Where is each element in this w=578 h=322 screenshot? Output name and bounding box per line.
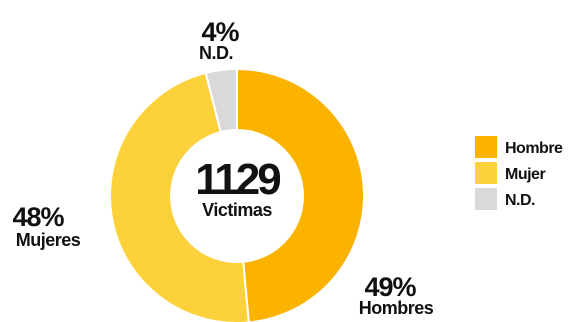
slice-label-n-d: N.D.	[199, 43, 233, 63]
legend-label-hombre: Hombre	[505, 140, 563, 157]
center-total-value: 1129	[195, 155, 280, 204]
legend-swatch-mujer	[475, 162, 497, 184]
donut-hole	[170, 129, 304, 263]
legend-swatch-hombre	[475, 136, 497, 158]
slice-percent-n-d: 4%	[201, 17, 239, 47]
legend-swatch-n-d	[475, 188, 497, 210]
slice-percent-hombre: 49%	[364, 272, 416, 302]
center-total-label: Victimas	[202, 200, 272, 220]
slice-label-mujer: Mujeres	[16, 230, 81, 250]
slice-percent-mujer: 48%	[12, 202, 64, 232]
legend-label-mujer: Mujer	[505, 166, 545, 183]
legend: Hombre Mujer N.D.	[475, 136, 564, 210]
slice-labels: 49%Hombres 48%Mujeres 4%N.D.	[12, 17, 434, 318]
legend-label-n-d: N.D.	[505, 192, 535, 209]
slice-label-hombre: Hombres	[359, 298, 434, 318]
